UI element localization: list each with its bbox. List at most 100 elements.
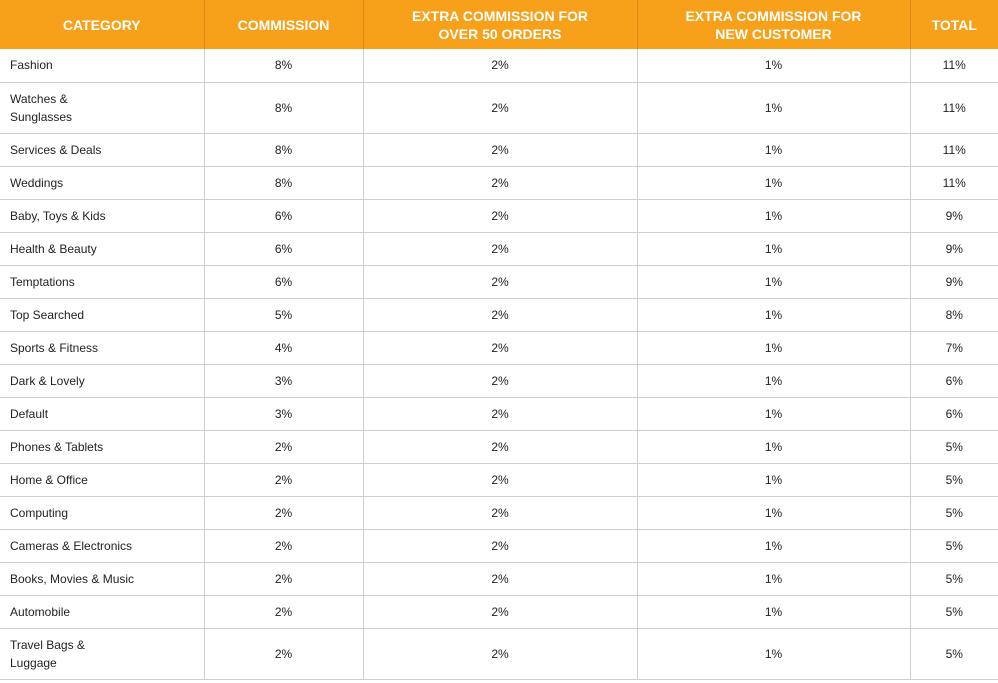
total-cell: 7% [910,331,998,365]
total-cell: 9% [910,232,998,266]
table-row: Home & Office 2% 2% 1% 5% [0,463,998,497]
category-cell: Automobile [0,595,205,629]
extra-orders-cell: 2% [363,166,638,200]
extra-new-cell: 1% [637,133,911,167]
extra-orders-cell: 2% [363,463,638,497]
extra-orders-cell: 2% [363,628,638,680]
total-cell: 11% [910,49,998,83]
extra-new-cell: 1% [637,496,911,530]
header-extra-new-customer: EXTRA COMMISSION FOR NEW CUSTOMER [637,0,911,49]
commission-cell: 2% [204,463,364,497]
extra-new-cell: 1% [637,463,911,497]
category-line2: Luggage [10,655,57,670]
header-extra-orders: EXTRA COMMISSION FOR OVER 50 ORDERS [363,0,638,49]
total-cell: 5% [910,496,998,530]
commission-cell: 2% [204,529,364,563]
total-cell: 11% [910,133,998,167]
category-line2: Sunglasses [10,109,73,124]
table-row: Sports & Fitness 4% 2% 1% 7% [0,331,998,365]
table-row: Baby, Toys & Kids 6% 2% 1% 9% [0,199,998,233]
table-row: Computing 2% 2% 1% 5% [0,496,998,530]
table-header: CATEGORY COMMISSION EXTRA COMMISSION FOR… [0,0,998,49]
category-cell: Temptations [0,265,205,299]
extra-new-cell: 1% [637,82,911,134]
extra-orders-cell: 2% [363,595,638,629]
table-row: Automobile 2% 2% 1% 5% [0,595,998,629]
commission-cell: 2% [204,430,364,464]
total-cell: 5% [910,463,998,497]
table-row: Cameras & Electronics 2% 2% 1% 5% [0,529,998,563]
total-cell: 5% [910,628,998,680]
extra-new-cell: 1% [637,49,911,83]
category-cell: Health & Beauty [0,232,205,266]
table-row: Phones & Tablets 2% 2% 1% 5% [0,430,998,464]
category-cell: Travel Bags & Luggage [0,628,205,680]
category-cell: Phones & Tablets [0,430,205,464]
category-cell: Computing [0,496,205,530]
commission-cell: 8% [204,82,364,134]
header-category: CATEGORY [0,0,205,49]
extra-orders-cell: 2% [363,82,638,134]
table-row: Temptations 6% 2% 1% 9% [0,265,998,299]
total-cell: 8% [910,298,998,332]
extra-new-cell: 1% [637,595,911,629]
commission-cell: 5% [204,298,364,332]
total-cell: 6% [910,397,998,431]
table-row: Health & Beauty 6% 2% 1% 9% [0,232,998,266]
extra-orders-cell: 2% [363,496,638,530]
table-row: Dark & Lovely 3% 2% 1% 6% [0,364,998,398]
commission-cell: 6% [204,232,364,266]
extra-orders-cell: 2% [363,199,638,233]
commission-cell: 4% [204,331,364,365]
extra-new-cell: 1% [637,529,911,563]
extra-orders-cell: 2% [363,430,638,464]
category-cell: Top Searched [0,298,205,332]
category-cell: Sports & Fitness [0,331,205,365]
extra-orders-cell: 2% [363,364,638,398]
extra-orders-cell: 2% [363,331,638,365]
table-row: Books, Movies & Music 2% 2% 1% 5% [0,562,998,596]
total-cell: 5% [910,595,998,629]
extra-new-cell: 1% [637,364,911,398]
category-line1: Travel Bags & [10,637,85,652]
category-cell: Books, Movies & Music [0,562,205,596]
extra-new-cell: 1% [637,331,911,365]
header-total: TOTAL [910,0,998,49]
table-row: Travel Bags & Luggage 2% 2% 1% 5% [0,628,998,680]
commission-cell: 2% [204,496,364,530]
commission-cell: 3% [204,397,364,431]
commission-cell: 3% [204,364,364,398]
table-body: Fashion 8% 2% 1% 11% Watches & Sunglasses… [0,49,998,680]
category-cell: Weddings [0,166,205,200]
category-cell: Dark & Lovely [0,364,205,398]
extra-new-cell: 1% [637,265,911,299]
total-cell: 5% [910,430,998,464]
table-row: Services & Deals 8% 2% 1% 11% [0,133,998,167]
total-cell: 11% [910,82,998,134]
extra-orders-cell: 2% [363,529,638,563]
table-row: Watches & Sunglasses 8% 2% 1% 11% [0,82,998,134]
header-extra-orders-line2: OVER 50 ORDERS [438,25,562,42]
total-cell: 9% [910,265,998,299]
category-cell: Cameras & Electronics [0,529,205,563]
header-extra-new-line2: NEW CUSTOMER [715,25,832,42]
commission-cell: 6% [204,265,364,299]
commission-cell: 8% [204,49,364,83]
table-row: Top Searched 5% 2% 1% 8% [0,298,998,332]
category-line1: Watches & [10,91,68,106]
extra-orders-cell: 2% [363,298,638,332]
commission-cell: 2% [204,595,364,629]
extra-new-cell: 1% [637,298,911,332]
header-extra-orders-line1: EXTRA COMMISSION FOR [411,7,589,24]
header-extra-new-line1: EXTRA COMMISSION FOR [685,7,862,24]
category-cell: Watches & Sunglasses [0,82,205,134]
commission-cell: 2% [204,562,364,596]
extra-new-cell: 1% [637,397,911,431]
extra-orders-cell: 2% [363,562,638,596]
category-cell: Services & Deals [0,133,205,167]
extra-orders-cell: 2% [363,49,638,83]
extra-new-cell: 1% [637,166,911,200]
extra-orders-cell: 2% [363,133,638,167]
extra-orders-cell: 2% [363,265,638,299]
category-cell: Fashion [0,49,205,83]
